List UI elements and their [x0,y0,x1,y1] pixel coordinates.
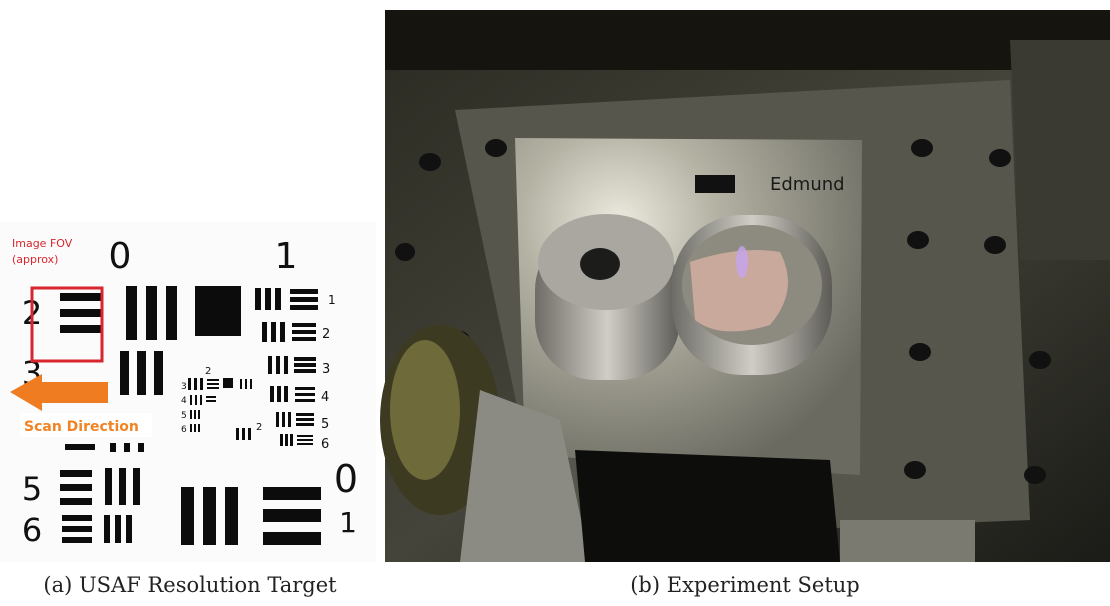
caption: (b) Experiment Setup [630,573,860,597]
element-label: 6 [22,511,42,549]
group-label: 1 [339,506,357,539]
stage-block [575,450,840,562]
inner-label: 2 [256,422,262,433]
stage-edge [840,520,975,562]
inner-label: 4 [181,396,187,406]
group-label: 0 [334,457,358,501]
photo-top-shadow [385,10,1110,70]
element-label: 5 [22,470,42,508]
panel-b: Edmund (b) Experiment Setup [380,10,1110,597]
laser-spot [736,246,748,278]
cylinder-left-bore [580,248,620,280]
group-label: 1 [275,236,298,277]
fov-label: (approx) [12,253,58,266]
fov-label: Image FOV [12,237,73,250]
inner-label: 6 [181,425,187,435]
element-label: 2 [322,327,330,342]
panel-a: 0 1 0 1 2 3 5 6 1 2 3 4 5 6 2 3 4 5 6 2 … [0,222,376,597]
mount [1010,40,1110,260]
scan-label: Scan Direction [24,419,139,435]
element-label: 5 [321,417,329,432]
objective-lens [390,340,460,480]
element-label: 1 [328,293,336,307]
caption: (a) USAF Resolution Target [43,573,337,597]
group-label: 0 [109,236,132,277]
element-label: 3 [322,362,330,377]
inner-label: 3 [181,382,187,392]
element-label: 4 [321,390,329,405]
plate-logo [695,175,735,193]
element-label: 6 [321,437,329,452]
inner-label: 5 [181,411,187,421]
plate-brand: Edmund [770,174,845,195]
page: {"figure": { "panel_a": { "caption": "(a… [0,0,1110,606]
inner-label: 2 [205,366,211,377]
figure: 0 1 0 1 2 3 5 6 1 2 3 4 5 6 2 3 4 5 6 2 … [0,0,1110,606]
